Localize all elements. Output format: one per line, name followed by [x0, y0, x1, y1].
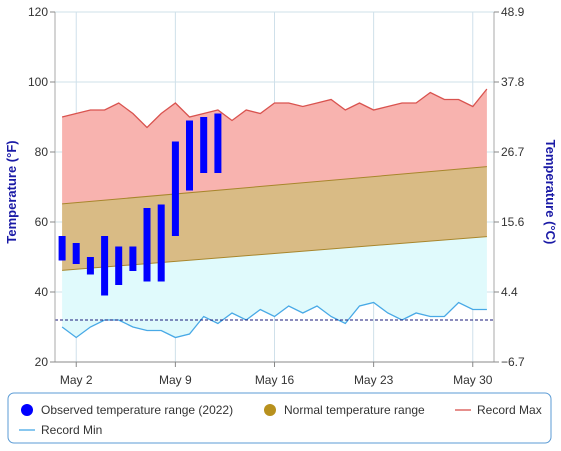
observed-bar [214, 113, 222, 173]
y-tick-label-left: 120 [28, 5, 48, 19]
observed-bar [129, 246, 137, 271]
x-tick-label: May 2 [60, 373, 93, 387]
y-tick-label-left: 100 [28, 75, 48, 89]
normal-range-band [62, 166, 487, 271]
legend-observed-marker[interactable] [21, 404, 33, 416]
observed-bar [157, 204, 165, 282]
y-tick-label-left: 40 [35, 285, 49, 299]
x-tick-label: May 30 [453, 373, 493, 387]
tick-labels: 120 100 80 60 40 20 48.9 37.8 26.7 15.6 4.4 −6.7 May… [28, 5, 525, 387]
legend-box [7, 392, 552, 444]
observed-bar [143, 208, 151, 282]
y-tick-label-right: 37.8 [501, 75, 525, 89]
normal-high-line [62, 166, 487, 205]
range-areas [62, 89, 487, 338]
x-tick-label: May 23 [354, 373, 394, 387]
legend-record-min-label[interactable]: Record Min [41, 423, 102, 437]
record-min-line [61, 301, 487, 339]
y-tick-label-left: 60 [35, 215, 49, 229]
legend-observed-label[interactable]: Observed temperature range (2022) [41, 403, 233, 417]
observed-bar [86, 257, 94, 275]
legend-normal-label[interactable]: Normal temperature range [284, 403, 425, 417]
observed-bar [171, 141, 179, 236]
record-max-line [61, 88, 488, 129]
x-tick-label: May 16 [255, 373, 295, 387]
y-tick-label-right: 48.9 [501, 5, 525, 19]
y-tick-label-right: 26.7 [501, 145, 525, 159]
y-tick-label-left: 80 [35, 145, 49, 159]
y-tick-label-right: 15.6 [501, 215, 525, 229]
legend: Observed temperature range (2022) Normal… [7, 392, 552, 444]
y-tick-label-right: 4.4 [501, 285, 518, 299]
observed-bars [58, 113, 222, 296]
y-axis-title-left: Temperature (°F) [4, 140, 19, 243]
observed-bar [72, 243, 80, 264]
observed-bar [200, 117, 208, 173]
legend-record-max-label[interactable]: Record Max [477, 403, 542, 417]
observed-bar [101, 236, 109, 296]
y-tick-label-right: −6.7 [501, 355, 525, 369]
y-axis-title-right: Temperature (°C) [543, 140, 558, 245]
observed-bar [58, 236, 66, 261]
observed-bar [115, 246, 123, 285]
legend-normal-marker[interactable] [264, 404, 276, 416]
record-min-area [62, 236, 487, 338]
record-max-area [62, 89, 487, 204]
y-tick-label-left: 20 [35, 355, 49, 369]
x-tick-label: May 9 [159, 373, 192, 387]
observed-bar [186, 120, 193, 191]
